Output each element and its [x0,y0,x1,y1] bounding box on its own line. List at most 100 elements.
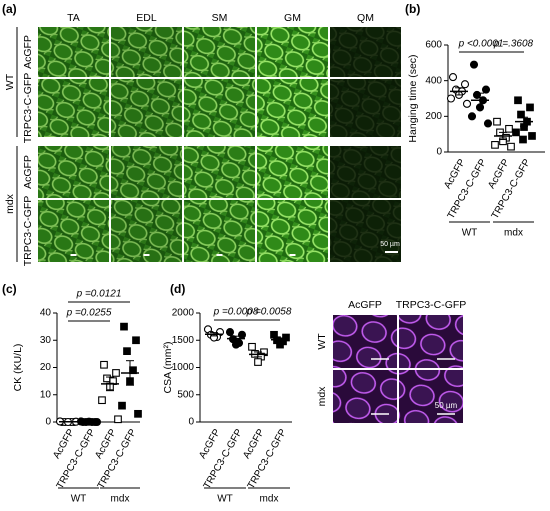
column-label: AcGFP [348,299,382,311]
y-axis-title: CSA (mm²) [162,342,174,394]
micrograph [111,200,182,262]
row-label: AcGFP [22,35,34,69]
micrograph [184,146,255,198]
row-label: mdx [316,386,328,407]
group-label: WT [217,494,233,505]
p-value: p =0.0008 [213,307,259,318]
point [491,141,499,149]
y-tick-label: 2000 [172,308,195,319]
point [448,73,458,82]
micrograph [38,146,109,198]
p-value: p =0.0255 [66,308,112,319]
panel-label: (a) [2,2,17,16]
point [446,94,456,103]
group-label: mdx [504,228,523,239]
p-value: p =.3608 [493,39,534,50]
y-tick-label: 0 [436,147,442,158]
point [120,322,128,331]
point [493,117,501,126]
y-tick-label: 40 [40,308,52,319]
row-label: TRPC3-C-GFP [22,196,34,267]
micrograph [399,315,463,368]
y-tick-label: 30 [40,335,52,346]
point [481,85,491,94]
micrograph [184,79,255,137]
micrograph [330,79,401,137]
column-label: TRPC3-C-GFP [396,299,467,311]
micrograph [38,27,109,77]
point [112,369,120,377]
y-tick-label: 20 [40,362,52,373]
micrograph [330,146,401,198]
column-label: SM [212,12,228,24]
point [512,128,520,137]
column-label: GM [284,12,301,24]
point [254,358,262,366]
y-tick-label: 500 [177,389,194,400]
p-value: p =0.0058 [246,307,292,318]
micrograph [111,79,182,137]
group-label: mdx [260,494,279,505]
y-tick-label: 200 [425,111,442,122]
point [237,330,247,339]
y-tick-label: 600 [425,40,442,51]
point [231,340,241,349]
group-label: mdx [4,193,16,214]
micrograph [184,200,255,262]
point [467,112,477,121]
point [472,90,482,99]
micrograph [333,370,397,423]
point [517,110,525,119]
point [123,347,131,356]
micrograph [257,27,328,77]
point [483,119,493,128]
point [462,99,472,108]
micrograph [38,79,109,137]
point [469,60,479,69]
y-axis-title: CK (KU/L) [12,344,24,392]
micrograph [38,200,109,262]
micrograph [333,315,397,368]
scale-bar-label: 50 µm [435,401,458,410]
group-label: WT [71,494,87,505]
y-tick-label: 1500 [172,335,195,346]
y-axis-title: Hanging time (sec) [407,54,419,142]
micrograph [111,146,182,198]
panel-label: (c) [2,282,17,296]
row-label: AcGFP [22,155,34,189]
point [507,142,515,151]
point [526,103,534,112]
y-tick-label: 0 [188,417,194,428]
column-label: TA [67,12,80,24]
point [225,328,235,337]
y-tick-label: 400 [425,75,442,86]
y-tick-label: 1000 [172,362,195,373]
point [528,132,536,140]
micrograph [111,27,182,77]
point [100,360,108,369]
y-tick-label: 0 [45,417,51,428]
micrograph [257,79,328,137]
column-label: EDL [136,12,157,24]
point [132,336,140,345]
panel-a: (a) [2,2,17,16]
panel-d-images: AcGFP TRPC3-C-GFP WT mdx 50 µm [316,299,467,423]
y-tick-label: 10 [40,389,52,400]
micrograph [257,146,328,198]
row-label: TRPC3-C-GFP [22,73,34,144]
point [248,342,256,351]
point [118,401,126,410]
p-value: p =0.0121 [76,289,122,300]
panel-label: (b) [405,2,420,16]
group-label: WT [4,73,16,90]
point [114,415,122,424]
point [514,96,522,105]
group-label: mdx [111,494,130,505]
point [276,340,284,349]
p-value: p <0.0001 [458,39,504,50]
scale-bar-label: 50 µm [380,241,400,248]
panel-label: (d) [170,282,185,296]
micrograph [184,27,255,77]
point [98,396,106,405]
